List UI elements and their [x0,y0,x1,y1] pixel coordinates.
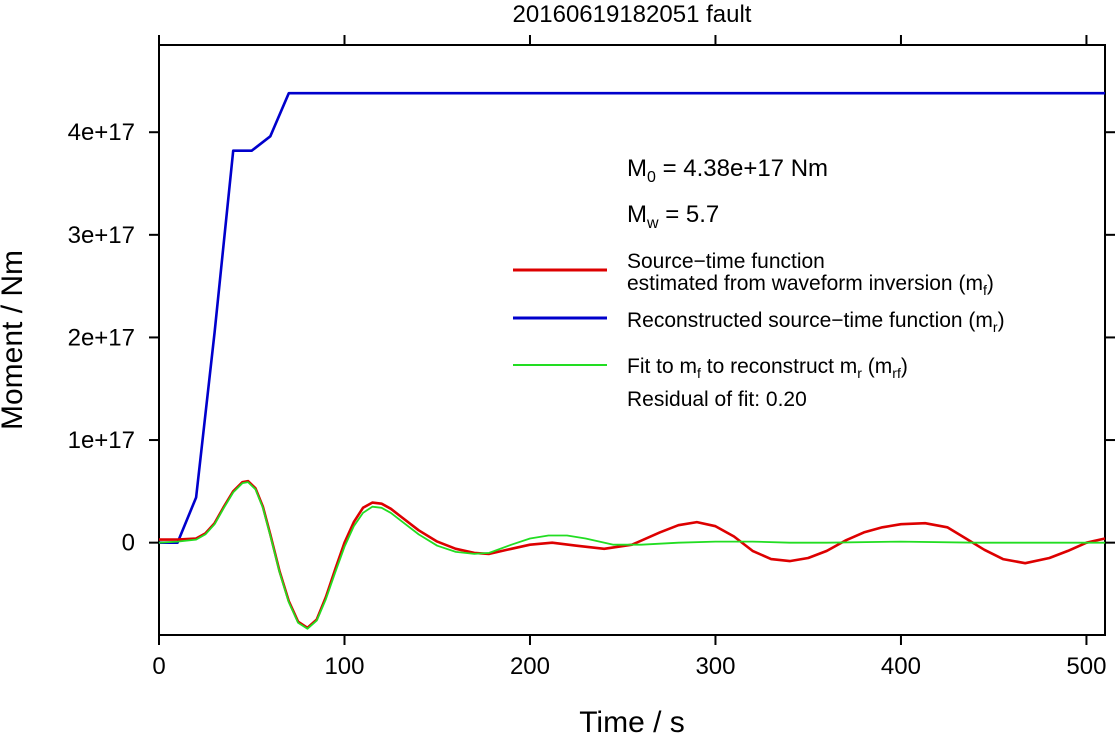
m0-symbol: M [627,155,647,182]
legend-mr-sub: r [993,319,998,335]
legend-mrf-tail: ) [901,355,908,378]
legend: Source−time function estimated from wave… [513,250,1005,411]
mw-symbol: M [627,201,647,228]
legend-mf-sub: f [983,282,987,298]
m0-subscript: 0 [647,169,656,186]
mw-subscript: w [646,215,659,232]
y-tick-label: 2e+17 [68,324,135,351]
residual-annotation: Residual of fit: 0.20 [627,388,807,411]
legend-label-mf-line2: estimated from waveform inversion (mf) [627,272,994,298]
x-tick-label: 200 [510,653,550,680]
legend-mr-text: Reconstructed source−time function (m [627,309,993,332]
series-line-mf [159,479,1106,630]
legend-label-mrf: Fit to mf to reconstruct mr (mrf) [627,355,908,381]
series-line-mr [159,91,1105,545]
legend-mr-tail: ) [998,309,1005,332]
x-tick-label: 0 [152,653,165,680]
moment-annotations: M0 = 4.38e+17 Nm Mw = 5.7 [627,155,828,232]
mw-annotation: Mw = 5.7 [627,201,719,232]
y-axis-ticks: 0 1e+17 2e+17 3e+17 4e+17 [68,119,1115,557]
plot-area: 0 100 200 300 400 500 0 1e+17 2e+17 3e+17 4e+17 [68,35,1115,680]
legend-mrf-sub-a: f [697,365,701,381]
legend-mf-text: estimated from waveform inversion (m [627,272,983,295]
m0-value: = 4.38e+17 Nm [656,155,828,182]
legend-mrf-text-b: to reconstruct m [701,355,857,378]
legend-mrf-text-c: (m [862,355,892,378]
y-tick-label: 0 [122,530,135,557]
x-tick-label: 400 [881,653,921,680]
plot-frame [158,44,1106,636]
chart-title: 20160619182051 fault [513,1,752,28]
y-tick-label: 4e+17 [68,119,135,146]
legend-mrf-text-a: Fit to m [627,355,697,378]
m0-annotation: M0 = 4.38e+17 Nm [627,155,828,186]
x-tick-label: 100 [324,653,364,680]
y-tick-label: 3e+17 [68,222,135,249]
series-layer [158,91,1106,630]
x-tick-label: 500 [1066,653,1106,680]
y-axis-label: Moment / Nm [0,250,29,430]
legend-mf-tail: ) [987,272,994,295]
legend-mrf-sub-c: rf [892,365,901,381]
mw-value: = 5.7 [659,201,720,228]
x-axis-label: Time / s [579,706,685,736]
legend-label-mf-line1: Source−time function [627,250,825,273]
y-tick-label: 1e+17 [68,427,135,454]
legend-label-mr: Reconstructed source−time function (mr) [627,309,1005,335]
x-axis-ticks: 0 100 200 300 400 500 [152,35,1106,680]
x-tick-label: 300 [695,653,735,680]
legend-mrf-sub-b: r [857,365,862,381]
series-line-mrf [158,481,1105,630]
